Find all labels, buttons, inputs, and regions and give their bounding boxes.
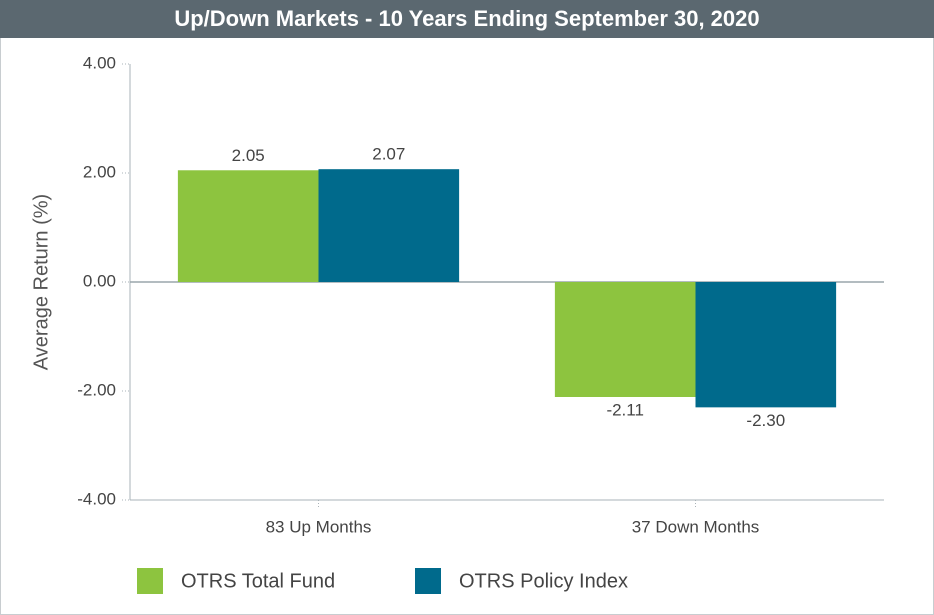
y-tick-label: 4.00 (83, 53, 116, 72)
legend-text: OTRS Policy Index (459, 570, 628, 592)
x-tick-label: 83 Up Months (266, 517, 372, 536)
legend-swatch (137, 568, 163, 594)
bar (318, 169, 460, 282)
data-label: -2.30 (746, 411, 785, 430)
title-bar (0, 0, 934, 38)
legend-text: OTRS Total Fund (181, 570, 335, 592)
y-tick-label: -2.00 (77, 380, 116, 399)
bar (695, 282, 837, 408)
y-tick-label: -4.00 (77, 489, 116, 508)
data-label: 2.07 (372, 145, 405, 164)
bar (177, 170, 319, 282)
data-label: -2.11 (606, 400, 644, 419)
y-tick-label: 2.00 (83, 162, 116, 181)
bar (554, 282, 696, 397)
x-tick-label: 37 Down Months (632, 517, 760, 536)
legend-swatch (415, 568, 441, 594)
chart-title: Up/Down Markets - 10 Years Ending Septem… (174, 6, 759, 31)
y-axis-label: Average Return (%) (30, 194, 52, 370)
data-label: 2.05 (232, 146, 265, 165)
y-tick-label: 0.00 (83, 271, 116, 290)
